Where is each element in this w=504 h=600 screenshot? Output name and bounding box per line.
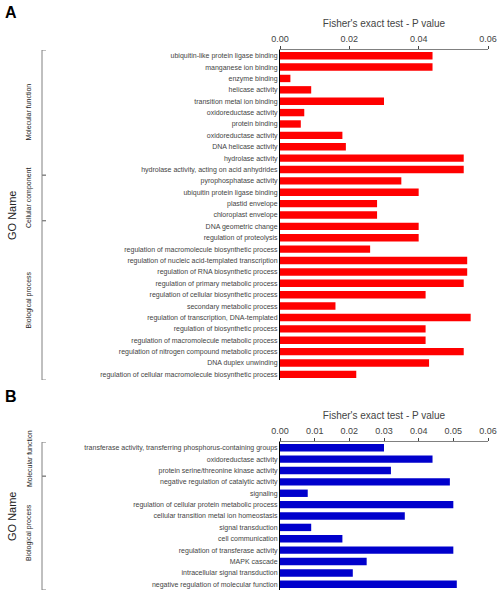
svg-text:Molecular function: Molecular function — [26, 430, 33, 487]
svg-text:DNA duplex unwinding: DNA duplex unwinding — [207, 359, 278, 367]
svg-text:hydrolase activity: hydrolase activity — [224, 155, 278, 163]
svg-text:pyrophosphatase activity: pyrophosphatase activity — [201, 177, 279, 185]
svg-text:regulation of transcription, D: regulation of transcription, DNA-templat… — [147, 314, 277, 322]
svg-text:regulation of RNA biosynthetic: regulation of RNA biosynthetic process — [157, 268, 278, 276]
svg-text:signal transduction: signal transduction — [219, 524, 277, 532]
svg-text:protein binding: protein binding — [232, 120, 278, 128]
svg-text:enzyme binding: enzyme binding — [229, 75, 278, 83]
svg-text:transferase activity, transfer: transferase activity, transferring phosp… — [84, 444, 278, 452]
svg-text:B: B — [5, 388, 17, 405]
svg-text:manganese ion binding: manganese ion binding — [205, 64, 277, 72]
svg-text:0.02: 0.02 — [341, 426, 359, 436]
svg-text:0.04: 0.04 — [410, 34, 428, 44]
svg-text:transition metal ion binding: transition metal ion binding — [194, 98, 277, 106]
svg-text:DNA geometric change: DNA geometric change — [206, 223, 278, 231]
svg-text:cellular transition metal ion: cellular transition metal ion homeostasi… — [153, 512, 278, 519]
svg-text:hydrolase activity, acting on: hydrolase activity, acting on acid anhyd… — [141, 166, 278, 174]
svg-text:0.04: 0.04 — [410, 426, 428, 436]
svg-text:Fisher's exact test - P value: Fisher's exact test - P value — [323, 18, 446, 29]
svg-text:regulation of primary metaboli: regulation of primary metabolic process — [155, 280, 278, 288]
svg-text:regulation of biosynthetic pro: regulation of biosynthetic process — [174, 325, 278, 333]
svg-text:regulation of cellular biosynt: regulation of cellular biosynthetic proc… — [150, 291, 279, 299]
svg-text:signaling: signaling — [250, 490, 278, 498]
svg-text:regulation of macromolecule bi: regulation of macromolecule biosynthetic… — [124, 246, 278, 254]
svg-text:secondary metabolic process: secondary metabolic process — [187, 303, 278, 311]
svg-text:helicase activity: helicase activity — [229, 86, 279, 94]
svg-text:Fisher's exact test - P value: Fisher's exact test - P value — [323, 410, 446, 421]
svg-text:oxidoreductase activity: oxidoreductase activity — [207, 109, 278, 117]
svg-text:MAPK cascade: MAPK cascade — [230, 558, 278, 565]
svg-text:negative regulation of molecul: negative regulation of molecular functio… — [152, 581, 278, 589]
svg-text:negative regulation of catalyt: negative regulation of catalytic activit… — [160, 478, 278, 486]
svg-text:Molecular function: Molecular function — [25, 84, 32, 141]
svg-text:GO Name: GO Name — [6, 191, 18, 241]
svg-text:0.05: 0.05 — [445, 426, 463, 436]
svg-text:0.01: 0.01 — [306, 426, 324, 436]
svg-text:0.06: 0.06 — [479, 426, 497, 436]
svg-text:intracellular signal transduct: intracellular signal transduction — [181, 569, 277, 577]
svg-text:0.00: 0.00 — [271, 426, 289, 436]
svg-text:0.06: 0.06 — [479, 34, 497, 44]
svg-text:protein serine/threonine kinas: protein serine/threonine kinase activity — [159, 467, 279, 475]
svg-text:regulation of proteolysis: regulation of proteolysis — [204, 234, 278, 242]
svg-text:regulation of nucleic acid-tem: regulation of nucleic acid-templated tra… — [127, 257, 277, 265]
svg-text:A: A — [5, 4, 17, 21]
svg-text:regulation of cellular macromo: regulation of cellular macromolecule bio… — [100, 371, 278, 379]
svg-text:regulation of nitrogen compoun: regulation of nitrogen compound metaboli… — [119, 348, 278, 356]
svg-text:cell communication: cell communication — [218, 535, 278, 542]
svg-text:0.03: 0.03 — [375, 426, 393, 436]
svg-text:0.02: 0.02 — [341, 34, 359, 44]
svg-text:ubiquitin-like protein ligase: ubiquitin-like protein ligase binding — [171, 52, 278, 60]
svg-text:oxidoreductase activity: oxidoreductase activity — [207, 456, 278, 464]
svg-text:Biological process: Biological process — [25, 504, 33, 561]
svg-text:ubiquitin protein ligase bindi: ubiquitin protein ligase binding — [183, 189, 277, 197]
svg-text:regulation of transferase acti: regulation of transferase activity — [179, 547, 278, 555]
svg-text:plastid envelope: plastid envelope — [227, 200, 278, 208]
svg-text:Biological process: Biological process — [25, 271, 33, 328]
svg-text:0.00: 0.00 — [271, 34, 289, 44]
svg-text:regulation of cellular protein: regulation of cellular protein metabolic… — [133, 501, 278, 509]
svg-text:DNA helicase activity: DNA helicase activity — [212, 143, 278, 151]
svg-text:GO Name: GO Name — [6, 492, 18, 542]
svg-text:chloroplast envelope: chloroplast envelope — [213, 211, 277, 219]
svg-text:regulation of macromolecule me: regulation of macromolecule metabolic pr… — [131, 337, 278, 345]
svg-text:oxidoreductase activity: oxidoreductase activity — [207, 132, 278, 140]
svg-text:Cellular component: Cellular component — [25, 168, 33, 228]
